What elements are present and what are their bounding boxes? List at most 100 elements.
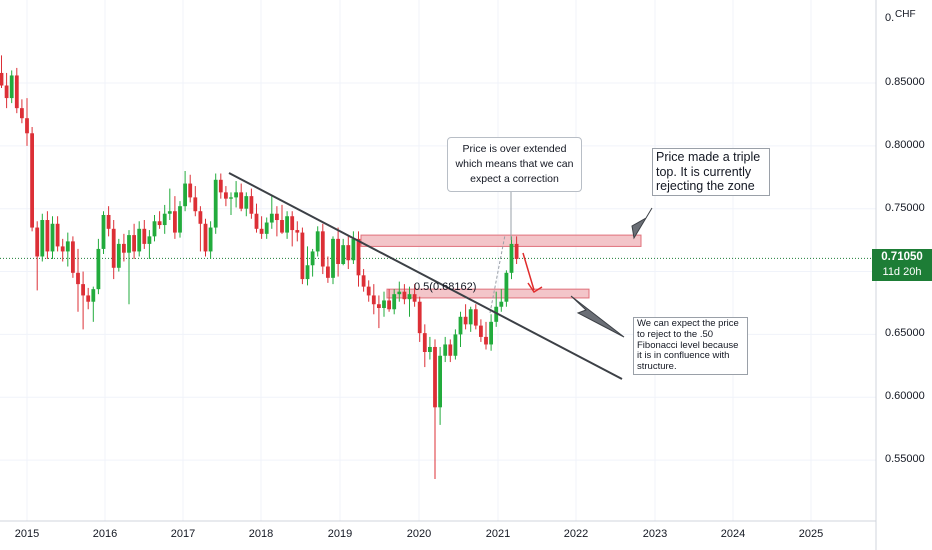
x-tick-label: 2017: [170, 528, 196, 540]
candle-body: [402, 291, 407, 300]
candle-body: [60, 246, 65, 252]
candle-body: [290, 216, 295, 231]
candle-body: [489, 321, 493, 345]
candle-body: [305, 265, 310, 280]
fib-retracement-line[interactable]: [489, 235, 506, 314]
candle-body: [453, 334, 458, 356]
candle-body: [397, 291, 402, 295]
candle-body: [9, 75, 14, 99]
candle-body: [346, 245, 351, 261]
candle-body: [203, 223, 208, 252]
candle-body: [127, 235, 131, 253]
descending-trendline[interactable]: [228, 172, 623, 380]
currency-label: CHF: [895, 9, 916, 20]
candle-body: [326, 266, 330, 278]
candle-body: [50, 223, 55, 252]
candle-body: [218, 179, 223, 193]
candle-body: [81, 284, 85, 296]
y-tick-partial: 0.: [885, 12, 895, 24]
fib-level-label: 0.5(0.68162): [414, 281, 477, 293]
y-tick-label: 0.75000: [885, 201, 925, 214]
candle-body: [249, 196, 254, 214]
x-tick-label: 2016: [92, 528, 118, 540]
candle-body: [173, 211, 177, 233]
candle-body: [331, 238, 335, 278]
candle-body: [152, 221, 157, 237]
candle-body: [25, 118, 29, 134]
candle-body: [122, 243, 126, 253]
candle-body: [86, 295, 91, 302]
candle-body: [407, 294, 412, 300]
x-tick-label: 2015: [14, 528, 40, 540]
candle-body: [239, 192, 244, 209]
candle-body: [443, 344, 448, 356]
correction-arrow-shaft: [522, 252, 535, 291]
note-fib-reject[interactable]: We can expect the price to reject to the…: [633, 317, 748, 375]
candle-body: [116, 243, 121, 268]
candle-body: [193, 197, 198, 212]
candle-body: [499, 301, 504, 307]
candle-body: [65, 241, 70, 252]
candle-body: [101, 214, 106, 249]
candle-body: [132, 235, 136, 252]
candle-body: [382, 300, 386, 309]
arrow-to-fib-icon: [570, 295, 625, 338]
note-overextended[interactable]: Price is over extended which means that …: [447, 137, 582, 192]
y-tick-label: 0.55000: [885, 453, 925, 466]
candle-body: [371, 295, 376, 305]
candle-body: [178, 206, 182, 233]
candle-body: [162, 213, 167, 226]
candle-body: [473, 309, 478, 326]
resistance-zone[interactable]: [360, 234, 642, 247]
candle-body: [264, 222, 269, 234]
candle-body: [320, 231, 325, 267]
y-tick-label: 0.65000: [885, 327, 925, 340]
last-price-badge: 0.71050 11d 20h: [872, 249, 932, 281]
candle-body: [4, 85, 9, 99]
candle-body: [167, 211, 172, 214]
arrow-to-resistance-icon: [631, 207, 653, 240]
candle-body: [76, 272, 80, 285]
candle-body: [147, 236, 152, 244]
candle-body: [412, 294, 417, 302]
candle-body: [422, 333, 427, 352]
candle-body: [458, 316, 463, 335]
candle-body: [484, 336, 488, 345]
candle-body: [213, 179, 218, 228]
candle-body: [40, 220, 45, 257]
last-price-value: 0.71050: [881, 251, 923, 263]
candle-body: [428, 346, 432, 352]
candle-body: [280, 220, 284, 233]
candle-body: [417, 301, 422, 334]
x-tick-label: 2025: [798, 528, 824, 540]
candle-body: [35, 227, 40, 257]
candle-body: [91, 289, 96, 302]
y-tick-label: 0.85000: [885, 76, 925, 88]
candle-body: [387, 300, 391, 310]
candle-body: [448, 344, 453, 356]
fib-zone[interactable]: [386, 288, 590, 299]
x-tick-label: 2018: [248, 528, 274, 540]
correction-arrow-head: [527, 282, 543, 294]
x-tick-label: 2023: [642, 528, 668, 540]
x-tick-label: 2020: [406, 528, 432, 540]
candle-body: [300, 232, 305, 280]
candle-body: [275, 213, 279, 221]
candle-body: [142, 228, 147, 244]
candle-body: [438, 355, 442, 408]
note-triple-top[interactable]: Price made a triple top. It is currently…: [652, 148, 770, 196]
candle-body: [14, 75, 19, 109]
x-tick-label: 2024: [720, 528, 746, 540]
candle-body: [198, 211, 203, 224]
candle-body: [494, 306, 499, 322]
candle-body: [111, 228, 116, 268]
candle-body: [71, 241, 75, 273]
candle-body: [377, 304, 381, 309]
candle-body: [366, 286, 371, 296]
candle-body: [341, 245, 346, 265]
candle-body: [96, 248, 101, 290]
candle-body: [361, 275, 366, 287]
candle-body: [30, 133, 34, 228]
candle-body: [509, 243, 514, 273]
